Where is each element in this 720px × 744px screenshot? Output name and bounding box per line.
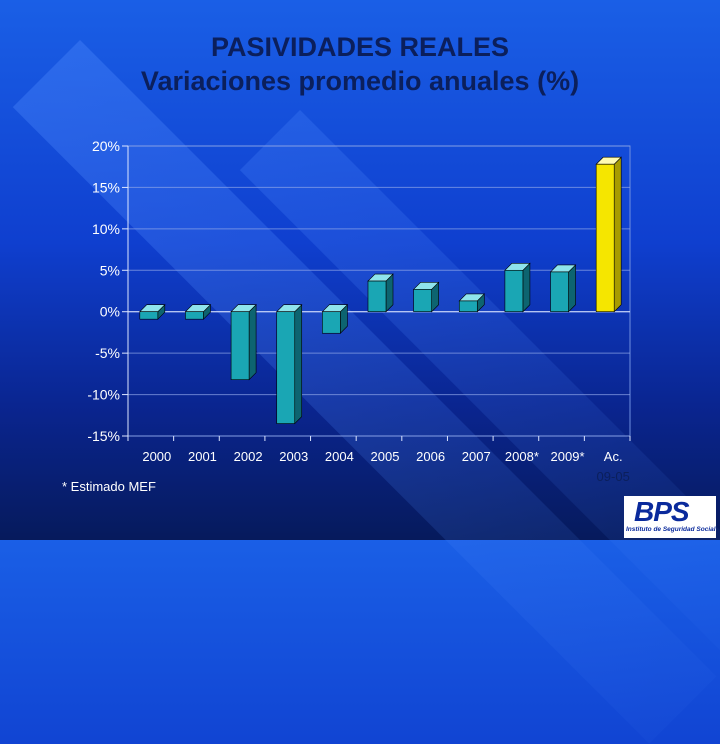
y-tick-label: -5% [95, 345, 120, 361]
bar [139, 311, 159, 320]
x-tick-label: 2006 [416, 449, 445, 464]
y-tick-label: 0% [100, 304, 120, 320]
chart-subtitle: Variaciones promedio anuales (%) [140, 66, 580, 96]
bar [550, 271, 569, 313]
bar-side [248, 303, 257, 381]
x-tick-label: 2003 [279, 449, 308, 464]
x-tick-label: 2007 [462, 449, 491, 464]
bar-side [568, 264, 576, 313]
chart-title: PASIVIDADES REALES [210, 32, 510, 62]
logo-tagline: Instituto de Seguridad Social [626, 526, 716, 533]
x-tick-label: 2004 [325, 449, 354, 464]
y-tick-label: 20% [92, 138, 120, 154]
bar [276, 311, 296, 424]
bar-side [522, 262, 531, 313]
bar [185, 311, 204, 320]
bar-chart: 20% 15% 10% 5% 0% -5% -10% -15% 2000 2001 2002 2003… [87, 138, 631, 484]
logo-mark: BPS [634, 496, 690, 527]
x-tick-label: Ac. [604, 449, 623, 464]
x-tick-label: 2009* [551, 449, 585, 464]
bar [322, 311, 341, 334]
bar-side [294, 303, 303, 425]
bar [413, 289, 432, 313]
x-tick-label: 2001 [188, 449, 217, 464]
x-tick-label: 2005 [371, 449, 400, 464]
bar-side [613, 156, 622, 313]
bar [230, 311, 250, 380]
bar [595, 163, 615, 313]
bar [367, 280, 387, 313]
bar [458, 300, 478, 313]
bar [504, 269, 524, 313]
x-tick-label: 2002 [234, 449, 263, 464]
y-tick-label: 5% [100, 262, 120, 278]
y-tick-label: -15% [87, 428, 120, 444]
x-tick-label: 09-05 [597, 469, 630, 484]
x-tick-label: 2000 [142, 449, 171, 464]
footnote: * Estimado MEF [62, 479, 156, 494]
x-tick-label: 2008* [505, 449, 539, 464]
y-tick-label: 15% [92, 179, 120, 195]
y-tick-label: -10% [87, 387, 120, 403]
bps-logo: BPS Instituto de Seguridad Social [624, 496, 716, 538]
y-tick-label: 10% [92, 221, 120, 237]
